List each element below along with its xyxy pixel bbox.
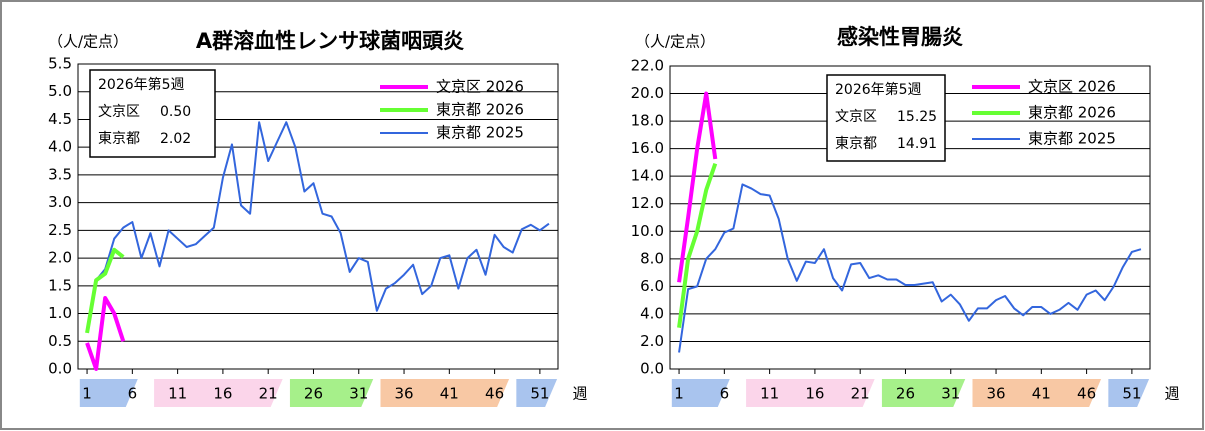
series-line: [86, 121, 550, 331]
y-tick-label: 5.0: [48, 82, 72, 100]
x-tick-label: 36: [986, 385, 1005, 403]
y-tick-label: 18.0: [631, 112, 664, 130]
y-unit: （人/定点）: [48, 33, 128, 51]
info-label: 東京都: [98, 131, 140, 147]
x-tick-label: 16: [213, 385, 232, 403]
legend-label: 東京都 2025: [1028, 130, 1116, 148]
chart-title: 感染性胃腸炎: [837, 25, 963, 49]
y-tick-label: 20.0: [631, 84, 664, 102]
info-value: 0.50: [160, 104, 191, 120]
x-tick-label: 1: [674, 385, 684, 403]
legend-label: 東京都 2026: [1028, 104, 1116, 122]
y-tick-label: 1.5: [48, 276, 72, 294]
x-tick-label: 1: [82, 385, 92, 403]
x-tick-label: 31: [941, 385, 960, 403]
week-band: [289, 379, 374, 407]
week-band: [516, 379, 558, 407]
y-tick-label: 1.0: [48, 304, 72, 322]
info-value: 15.25: [897, 109, 937, 125]
y-tick-label: 3.5: [48, 165, 72, 183]
x-tick-label: 36: [394, 385, 413, 403]
y-tick-label: 6.0: [640, 277, 664, 295]
y-tick-label: 12.0: [631, 194, 664, 212]
series-line: [85, 247, 125, 334]
y-tick-label: 4.0: [48, 138, 72, 156]
week-band: [1108, 379, 1150, 407]
x-tick-label: 26: [304, 385, 323, 403]
week-band: [972, 379, 1102, 407]
x-tick-label: 21: [851, 385, 870, 403]
info-label: 文京区: [98, 104, 140, 120]
series-line: [677, 91, 718, 283]
x-tick-label: 46: [485, 385, 504, 403]
week-band: [881, 379, 966, 407]
legend-label: 文京区 2026: [436, 78, 524, 96]
info-title: 2026年第5週: [98, 76, 185, 93]
x-tick-label: 51: [1122, 385, 1141, 403]
x-tick-label: 21: [259, 385, 278, 403]
x-tick-label: 46: [1077, 385, 1096, 403]
info-value: 14.91: [897, 136, 937, 152]
plot-area: [77, 63, 559, 370]
x-tick-label: 41: [440, 385, 459, 403]
x-tick-label: 51: [530, 385, 549, 403]
x-tick-label: 16: [805, 385, 824, 403]
x-tick-label: 31: [349, 385, 368, 403]
info-value: 2.02: [160, 131, 191, 147]
legend-label: 東京都 2025: [436, 124, 524, 142]
y-unit: （人/定点）: [635, 33, 715, 51]
series-line: [678, 183, 1142, 353]
x-tick-label: 6: [128, 385, 138, 403]
legend-label: 文京区 2026: [1028, 78, 1116, 96]
y-tick-label: 0.0: [640, 360, 664, 378]
y-tick-label: 0.5: [48, 332, 72, 350]
x-tick-label: 26: [896, 385, 915, 403]
week-band: [79, 379, 138, 407]
y-tick-label: 4.5: [48, 110, 72, 128]
legend-label: 東京都 2026: [436, 101, 524, 119]
x-axis-label: 週: [1164, 385, 1179, 403]
week-band: [154, 379, 283, 407]
info-box: [826, 74, 946, 162]
info-label: 文京区: [835, 109, 877, 125]
info-label: 東京都: [835, 136, 877, 152]
y-tick-label: 3.0: [48, 193, 72, 211]
series-line: [85, 296, 126, 371]
x-axis-label: 週: [572, 385, 587, 403]
y-tick-label: 14.0: [631, 167, 664, 185]
week-band: [380, 379, 510, 407]
week-band: [671, 379, 730, 407]
y-tick-label: 0.0: [48, 360, 72, 378]
chart-title: A群溶血性レンサ球菌咽頭炎: [196, 29, 464, 53]
info-title: 2026年第5週: [835, 81, 922, 98]
y-tick-label: 2.0: [640, 332, 664, 350]
series-line: [677, 162, 718, 328]
y-tick-label: 10.0: [631, 222, 664, 240]
y-tick-label: 2.5: [48, 221, 72, 239]
y-tick-label: 2.0: [48, 249, 72, 267]
plot-area: [669, 65, 1151, 370]
y-tick-label: 22.0: [631, 57, 664, 75]
x-tick-label: 6: [720, 385, 730, 403]
x-tick-label: 41: [1032, 385, 1051, 403]
y-tick-label: 16.0: [631, 139, 664, 157]
y-tick-label: 5.5: [48, 55, 72, 73]
x-tick-label: 11: [168, 385, 187, 403]
info-box: [89, 69, 216, 158]
y-tick-label: 4.0: [640, 304, 664, 322]
y-tick-label: 8.0: [640, 249, 664, 267]
week-band: [746, 379, 875, 407]
x-tick-label: 11: [760, 385, 779, 403]
